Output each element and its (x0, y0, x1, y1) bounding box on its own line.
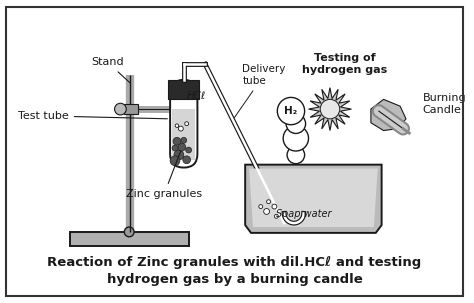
Circle shape (173, 137, 181, 145)
Circle shape (178, 126, 183, 131)
Polygon shape (309, 88, 351, 131)
Text: HCℓ: HCℓ (187, 91, 206, 101)
Polygon shape (172, 109, 195, 160)
Bar (168, 80, 200, 99)
Text: Stand: Stand (91, 57, 130, 83)
Circle shape (185, 122, 189, 126)
Circle shape (320, 99, 340, 119)
Text: Soap water: Soap water (276, 209, 331, 219)
Text: Reaction of Zinc granules with dil.HCℓ and testing: Reaction of Zinc granules with dil.HCℓ a… (47, 256, 421, 269)
Circle shape (272, 204, 277, 209)
Circle shape (181, 137, 187, 143)
Polygon shape (70, 232, 189, 245)
Circle shape (115, 103, 126, 115)
Circle shape (277, 97, 305, 125)
Circle shape (264, 208, 270, 214)
Circle shape (286, 114, 306, 133)
Circle shape (175, 124, 179, 128)
Polygon shape (245, 165, 382, 233)
Polygon shape (371, 99, 406, 131)
Circle shape (174, 150, 184, 160)
Circle shape (266, 200, 271, 204)
Circle shape (183, 156, 191, 164)
Text: Testing of
hydrogen gas: Testing of hydrogen gas (302, 53, 387, 75)
Text: H₂: H₂ (284, 106, 298, 116)
Bar (124, 104, 138, 114)
Circle shape (283, 126, 309, 151)
Circle shape (259, 205, 263, 208)
Circle shape (274, 214, 278, 218)
Circle shape (287, 146, 305, 164)
FancyBboxPatch shape (170, 80, 197, 168)
Circle shape (178, 143, 186, 151)
Circle shape (172, 145, 178, 151)
Text: Delivery
tube: Delivery tube (235, 64, 286, 118)
Circle shape (170, 156, 180, 166)
Text: Test tube: Test tube (18, 111, 167, 121)
Circle shape (186, 147, 191, 153)
Text: hydrogen gas by a burning candle: hydrogen gas by a burning candle (107, 273, 362, 286)
Text: Burning
Candle: Burning Candle (422, 93, 466, 115)
Polygon shape (249, 168, 378, 227)
Circle shape (124, 227, 134, 237)
Text: Zinc granules: Zinc granules (126, 151, 202, 199)
